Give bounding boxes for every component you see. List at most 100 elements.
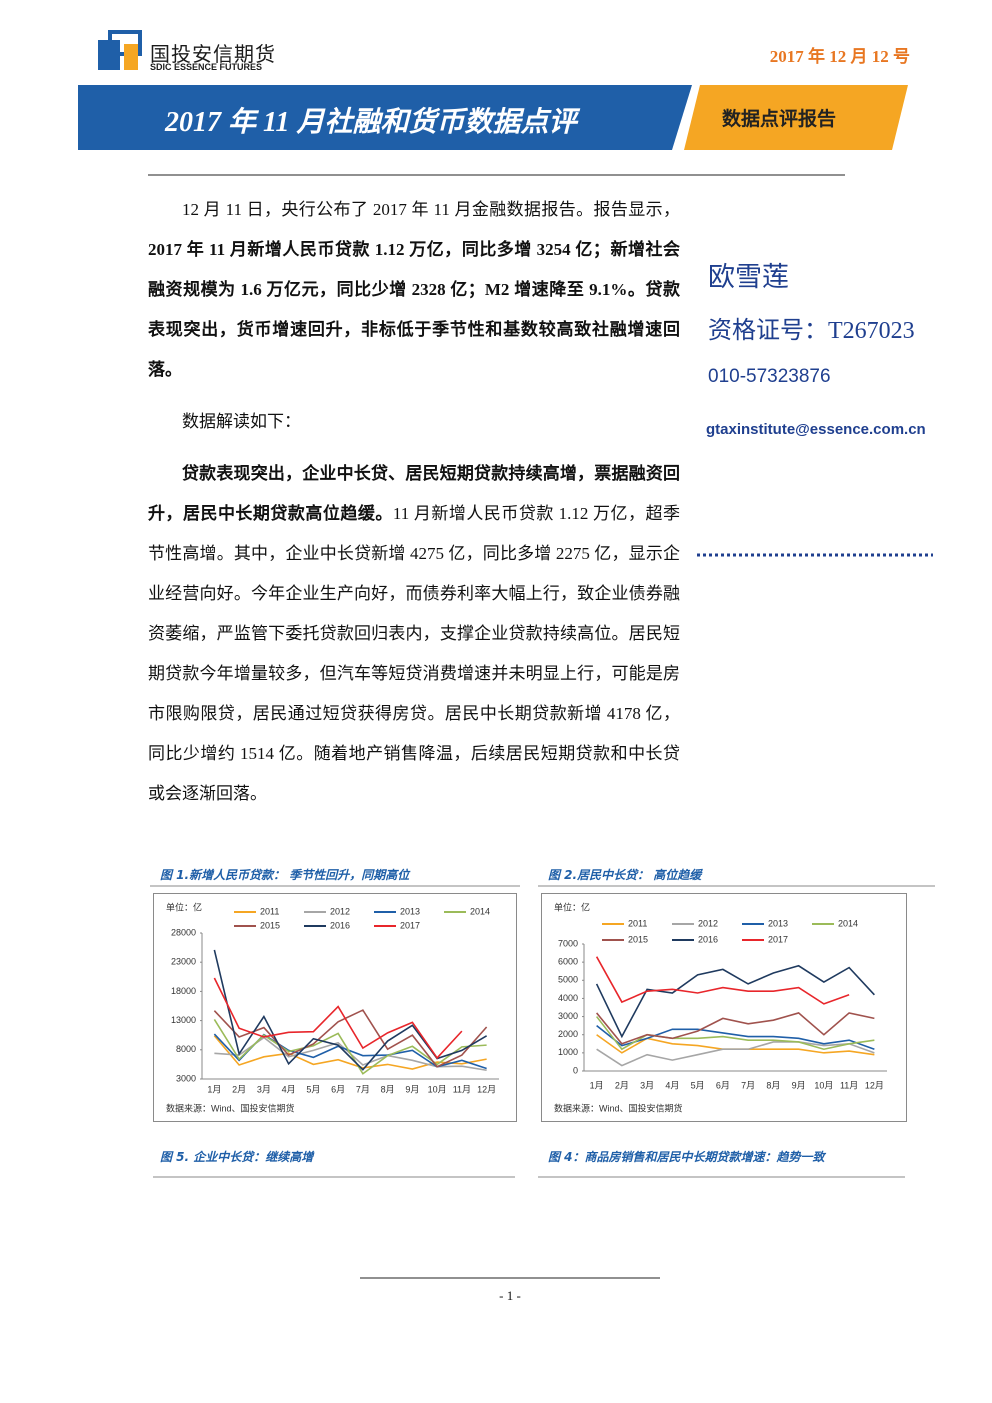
legend-label: 2015 (628, 934, 648, 944)
series-line (595, 1016, 875, 1051)
legend-label: 2011 (260, 906, 279, 916)
author-phone: 010-57323876 (708, 366, 831, 387)
figure-caption: 图 5. 企业中长贷：继续高增 (160, 1150, 314, 1164)
y-tick-label: 5000 (558, 975, 578, 985)
legend-label: 2011 (628, 918, 647, 928)
legend-label: 2014 (470, 906, 490, 916)
author-email: gtaxinstitute@essence.com.cn (706, 421, 926, 438)
y-tick-label: 2000 (558, 1029, 578, 1039)
source-note: 数据来源：Wind、国投安信期货 (166, 1102, 295, 1113)
legend-label: 2017 (400, 920, 420, 930)
series-line (213, 1019, 487, 1075)
y-tick-label: 3000 (176, 1073, 196, 1083)
legend-label: 2015 (260, 920, 280, 930)
x-tick-label: 11月 (840, 1080, 858, 1090)
x-tick-label: 7月 (356, 1084, 370, 1094)
y-tick-label: 23000 (171, 957, 196, 967)
source-note: 数据来源：Wind、国投安信期货 (554, 1102, 683, 1113)
unit-label: 单位：亿 (166, 901, 202, 912)
y-tick-label: 28000 (171, 927, 196, 937)
title-banner (78, 85, 692, 150)
x-tick-label: 5月 (691, 1080, 705, 1090)
y-tick-label: 4000 (558, 993, 578, 1003)
text-run: 11 月新增人民币贷款 1.12 万亿，超季节性高增。其中，企业中长贷新增 42… (148, 504, 681, 803)
series-line (595, 964, 875, 1039)
paragraph: 贷款表现突出，企业中长贷、居民短期贷款持续高增，票据融资回升，居民中长期贷款高位… (148, 454, 680, 814)
y-tick-label: 13000 (171, 1015, 196, 1025)
series-line (596, 1012, 875, 1045)
caption-rules (153, 1176, 905, 1178)
x-tick-label: 7月 (741, 1080, 755, 1090)
legend-label: 2013 (768, 918, 788, 928)
bold-run: 贷款表现突出，企业中长贷、居民短期贷款持续高增，票据融资回升，居民中长期贷款高位… (148, 464, 680, 523)
y-tick-label: 18000 (171, 986, 196, 996)
x-tick-label: 4月 (282, 1084, 296, 1094)
x-tick-label: 5月 (306, 1084, 320, 1094)
legend-label: 2017 (768, 934, 788, 944)
y-tick-label: 3000 (558, 1011, 578, 1021)
x-tick-label: 12月 (477, 1084, 496, 1094)
legend-label: 2012 (330, 906, 350, 916)
series-line (596, 1025, 875, 1050)
logo-cn: 国投安信期货 (150, 42, 276, 66)
x-tick-label: 10月 (814, 1080, 833, 1090)
chart: 单位：亿 3000 8000 13000 18000 23000 28000 1月 2月 3月 4月… (153, 893, 517, 1122)
x-tick-label: 10月 (428, 1084, 447, 1094)
report-title: 2017 年 11 月社融和货币数据点评 (165, 107, 577, 138)
legend-label: 2014 (838, 918, 858, 928)
logo-en: SDIC ESSENCE FUTURES (150, 62, 263, 72)
body-text: 12 月 11 日，央行公布了 2017 年 11 月金融数据报告。报告显示， 2… (148, 190, 680, 826)
x-tick-label: 2月 (232, 1084, 246, 1094)
legend-label: 2016 (330, 920, 350, 930)
text-run: 数据解读如下： (182, 412, 301, 431)
x-tick-label: 1月 (590, 1080, 604, 1090)
x-tick-label: 9月 (405, 1084, 419, 1094)
report-tag: 数据点评报告 (722, 109, 837, 130)
caption-rules (150, 885, 935, 887)
x-tick-label: 8月 (766, 1080, 780, 1090)
y-tick-label: 6000 (558, 957, 578, 967)
footer-rule (360, 1277, 660, 1279)
x-tick-label: 4月 (665, 1080, 679, 1090)
figure-caption: 图 1.新增人民币贷款： 季节性回升，同期高位 (160, 868, 410, 882)
header-graphics (78, 30, 908, 176)
x-tick-label: 3月 (257, 1084, 271, 1094)
bold-run: 2017 年 11 月新增人民币贷款 1.12 万亿，同比多增 3254 亿；新… (148, 240, 680, 379)
text-run: 12 月 11 日，央行公布了 2017 年 11 月金融数据报告。报告显示， (182, 200, 680, 219)
author-cert: 资格证号：T267023 (708, 318, 915, 344)
page-number: - 1 - (499, 1288, 521, 1303)
author-name: 欧雪莲 (708, 262, 789, 292)
series-line (595, 956, 850, 1005)
x-tick-label: 1月 (207, 1084, 221, 1094)
chart: 单位：亿 0 1000 2000 3000 4000 5000 6000 7000 1月 2月 3月 4… (541, 893, 907, 1122)
series-line (596, 1041, 875, 1067)
x-tick-label: 11月 (453, 1084, 471, 1094)
series-line (213, 949, 488, 1071)
legend-label: 2016 (698, 934, 718, 944)
x-tick-label: 3月 (640, 1080, 654, 1090)
x-tick-label: 8月 (381, 1084, 395, 1094)
unit-label: 单位：亿 (554, 901, 590, 912)
paragraph: 数据解读如下： (148, 402, 680, 442)
y-tick-label: 8000 (176, 1044, 196, 1054)
legend-label: 2012 (698, 918, 718, 928)
figure-caption: 图 4：商品房销售和居民中长期贷款增速：趋势一致 (548, 1150, 825, 1164)
figure-caption: 图 2.居民中长贷： 高位趋缓 (548, 868, 702, 882)
x-tick-label: 6月 (716, 1080, 730, 1090)
x-tick-label: 12月 (865, 1080, 884, 1090)
y-tick-label: 7000 (558, 938, 578, 948)
y-tick-label: 0 (573, 1065, 578, 1075)
legend-label: 2013 (400, 906, 420, 916)
series-line (213, 977, 463, 1060)
report-date: 2017 年 12 月 12 号 (769, 47, 910, 66)
tag-banner (684, 85, 908, 150)
y-tick-label: 1000 (558, 1047, 578, 1057)
x-tick-label: 2月 (615, 1080, 629, 1090)
x-tick-label: 9月 (792, 1080, 806, 1090)
author-divider (697, 553, 933, 557)
x-tick-label: 6月 (331, 1084, 345, 1094)
logo-mark-orange (124, 44, 138, 70)
paragraph: 12 月 11 日，央行公布了 2017 年 11 月金融数据报告。报告显示， 2… (148, 190, 680, 390)
series-line (213, 1009, 488, 1068)
